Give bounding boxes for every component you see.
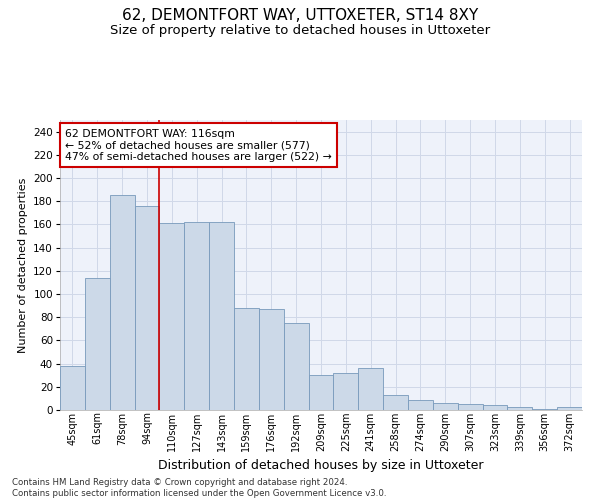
Bar [408,400,433,410]
Bar [259,309,284,410]
Bar [134,206,160,410]
Bar [85,278,110,410]
Bar [433,403,458,410]
Text: 62 DEMONTFORT WAY: 116sqm
← 52% of detached houses are smaller (577)
47% of semi: 62 DEMONTFORT WAY: 116sqm ← 52% of detac… [65,128,332,162]
Text: Size of property relative to detached houses in Uttoxeter: Size of property relative to detached ho… [110,24,490,37]
Bar [508,406,532,410]
Bar [383,395,408,410]
X-axis label: Distribution of detached houses by size in Uttoxeter: Distribution of detached houses by size … [158,459,484,472]
Y-axis label: Number of detached properties: Number of detached properties [18,178,28,352]
Bar [60,366,85,410]
Bar [557,406,582,410]
Bar [532,409,557,410]
Bar [458,404,482,410]
Bar [184,222,209,410]
Bar [209,222,234,410]
Text: Contains HM Land Registry data © Crown copyright and database right 2024.
Contai: Contains HM Land Registry data © Crown c… [12,478,386,498]
Bar [334,373,358,410]
Bar [110,196,134,410]
Bar [358,368,383,410]
Bar [308,375,334,410]
Bar [482,406,508,410]
Bar [234,308,259,410]
Bar [284,323,308,410]
Text: 62, DEMONTFORT WAY, UTTOXETER, ST14 8XY: 62, DEMONTFORT WAY, UTTOXETER, ST14 8XY [122,8,478,22]
Bar [160,223,184,410]
